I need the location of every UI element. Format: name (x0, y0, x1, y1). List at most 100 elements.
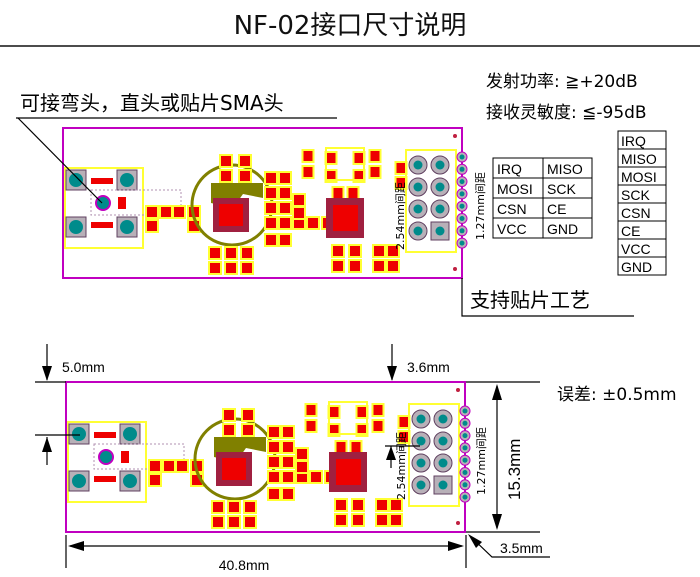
sma-pad (118, 197, 126, 209)
smd-pad (326, 153, 336, 163)
header-254-pin (416, 458, 426, 468)
smd-callout-line (461, 278, 634, 317)
chip-1 (222, 458, 246, 480)
header-silk (405, 149, 457, 253)
smd-pad (354, 153, 364, 163)
smd-pad (164, 461, 174, 471)
header-127-pin (459, 179, 465, 185)
smd-pad (224, 425, 234, 435)
pitch-254-label-bottom: 2.54mm间距 (395, 432, 408, 500)
pin-label: CE (547, 201, 566, 217)
sma-center-pin (95, 195, 111, 211)
header-254-pin (435, 182, 445, 192)
pitch-254-label: 2.54mm间距 (394, 182, 407, 250)
smd-pad (240, 156, 250, 166)
pin-label: MOSI (621, 169, 657, 185)
smd-pad (391, 515, 401, 525)
sma-pad (94, 476, 116, 482)
smd-pad (280, 173, 290, 183)
smd-pad (333, 261, 343, 271)
smd-pad (336, 500, 346, 510)
header-127-pin (462, 445, 468, 451)
smd-pad (266, 203, 276, 213)
smd-pad (269, 457, 279, 467)
smd-pad (308, 218, 318, 228)
pin-label: SCK (547, 181, 576, 197)
header-127-pin (462, 420, 468, 426)
sma-pad (94, 432, 116, 438)
smd-pad (399, 417, 409, 427)
smd-pad (306, 405, 316, 415)
header-silk (408, 403, 460, 507)
smd-pad (348, 188, 358, 198)
smd-pad (283, 489, 293, 499)
sma-silk (67, 421, 147, 503)
header-127-pin (459, 228, 465, 234)
smd-pad (351, 442, 361, 452)
sma-pad (121, 451, 129, 463)
header-127-pin (462, 408, 468, 414)
pitch-127-label: 1.27mm间距 (474, 172, 487, 240)
smd-pad (283, 472, 293, 482)
pin-label: VCC (621, 241, 651, 257)
smd-pad (161, 207, 171, 217)
smd-pad (399, 432, 409, 442)
header-254-pin (435, 160, 445, 170)
pin-label: VCC (497, 221, 527, 237)
pin-label: CE (621, 223, 640, 239)
sma-pin (69, 173, 83, 187)
smd-pad (226, 248, 236, 258)
smd-pad (229, 517, 239, 527)
smd-pad (283, 427, 293, 437)
pin-label: IRQ (497, 161, 522, 177)
pin-label: GND (621, 259, 652, 275)
sma-pad (91, 222, 113, 228)
sma-callout-pointer (17, 117, 103, 204)
pin-table-two-column: IRQ MISO MOSI SCK CSN CE VCC GND (492, 157, 593, 239)
smd-pad (391, 500, 401, 510)
smd-pad (269, 472, 279, 482)
header-127-pin (462, 433, 468, 439)
smd-pad (243, 425, 253, 435)
smd-pad (269, 489, 279, 499)
sma-pad (91, 178, 113, 184)
smd-pad (333, 246, 343, 256)
sma-pin (69, 220, 83, 234)
sma-pin (120, 220, 134, 234)
sma-pin (120, 173, 134, 187)
chip-1 (219, 204, 243, 226)
smd-pad (229, 502, 239, 512)
header-127-pin (459, 166, 465, 172)
header-127-pin (462, 470, 468, 475)
sma-callout: 可接弯头，直头或贴片SMA头 (20, 91, 284, 115)
smd-pad (377, 515, 387, 525)
header-127-pin (459, 216, 465, 221)
smd-pad (280, 218, 290, 228)
smd-pad (388, 261, 398, 271)
dimension-arrowheads (42, 366, 502, 551)
smd-pad (336, 515, 346, 525)
smd-pad (357, 425, 367, 435)
sma-pin (123, 427, 137, 441)
smd-pad (374, 261, 384, 271)
header-254-pin (438, 480, 448, 490)
sma-pin (72, 427, 86, 441)
smd-pad (224, 410, 234, 420)
pin-cell (617, 256, 667, 276)
header-127-pin (459, 191, 465, 197)
smd-pad (221, 156, 231, 166)
smd-pad (374, 246, 384, 256)
pin-label: IRQ (621, 133, 646, 149)
pin-label: CSN (621, 205, 651, 221)
smd-pad (303, 151, 313, 161)
smd-pad (294, 208, 304, 218)
smd-pad (306, 421, 316, 431)
smd-pad (221, 171, 231, 181)
smd-pad (280, 203, 290, 213)
smd-pad (210, 263, 220, 273)
smd-pad (311, 472, 321, 482)
header-127-pin (459, 240, 465, 246)
smd-pad (283, 457, 293, 467)
smd-pad (240, 171, 250, 181)
